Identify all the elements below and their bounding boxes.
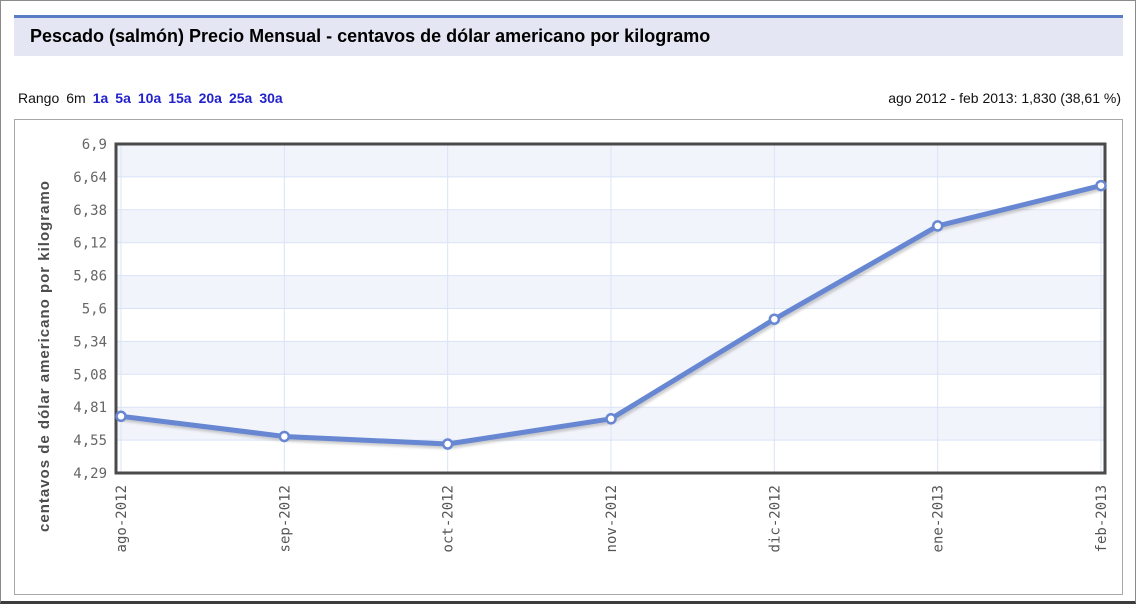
svg-text:ago-2012: ago-2012 xyxy=(114,485,130,552)
price-line-chart: 6,9 6,64 6,38 6,12 5,86 5,6 5,34 5,08 4,81 4,55 4,… xyxy=(36,137,1110,552)
svg-text:5,34: 5,34 xyxy=(73,334,107,350)
date-range-summary: ago 2012 - feb 2013: 1,830 (38,61 %) xyxy=(888,90,1121,106)
svg-text:6,9: 6,9 xyxy=(82,137,107,153)
svg-text:feb-2013: feb-2013 xyxy=(1094,485,1110,552)
data-point-feb-2013 xyxy=(1095,179,1107,192)
range-link-30a[interactable]: 30a xyxy=(259,90,283,106)
data-point-sep-2012 xyxy=(278,430,291,443)
range-toolbar: Rango 6m 1a 5a 10a 15a 20a 25a 30a ago 2012 - … xyxy=(18,87,1121,109)
range-label: Rango xyxy=(18,90,60,106)
svg-text:dic-2012: dic-2012 xyxy=(767,485,783,552)
svg-text:5,86: 5,86 xyxy=(73,269,107,285)
svg-text:4,29: 4,29 xyxy=(73,466,107,482)
data-point-nov-2012 xyxy=(605,413,617,425)
svg-text:ene-2013: ene-2013 xyxy=(931,485,947,552)
svg-text:sep-2012: sep-2012 xyxy=(277,485,293,552)
range-links: 1a 5a 10a 15a 20a 25a 30a xyxy=(93,90,283,106)
data-point-dic-2012 xyxy=(768,313,781,325)
range-selector: Rango 6m 1a 5a 10a 15a 20a 25a 30a xyxy=(18,90,283,106)
title-bar: Pescado (salmón) Precio Mensual - centav… xyxy=(14,15,1123,56)
svg-text:5,6: 5,6 xyxy=(82,302,107,318)
range-link-15a[interactable]: 15a xyxy=(168,90,192,106)
svg-text:4,81: 4,81 xyxy=(73,400,107,416)
data-point-ago-2012 xyxy=(115,410,127,423)
svg-text:4,55: 4,55 xyxy=(73,433,107,449)
svg-text:5,08: 5,08 xyxy=(73,367,107,383)
y-axis-labels: 6,9 6,64 6,38 6,12 5,86 5,6 5,34 5,08 4,81 4,55 4,… xyxy=(73,137,107,482)
range-link-25a[interactable]: 25a xyxy=(228,90,253,106)
y-axis-title: centavos de dólar americano por kilogram… xyxy=(36,180,53,532)
data-point-ene-2013 xyxy=(931,220,944,232)
svg-text:6,38: 6,38 xyxy=(73,203,107,219)
range-link-5a[interactable]: 5a xyxy=(115,90,131,106)
svg-text:nov-2012: nov-2012 xyxy=(604,485,620,552)
data-points xyxy=(115,179,1107,450)
range-link-20a[interactable]: 20a xyxy=(198,90,222,106)
plot-border xyxy=(114,142,1107,475)
svg-text:6,12: 6,12 xyxy=(73,236,107,252)
chart-container: 6,9 6,64 6,38 6,12 5,86 5,6 5,34 5,08 4,81 4,55 4,… xyxy=(14,119,1123,595)
range-link-1a[interactable]: 1a xyxy=(92,90,109,106)
x-axis-labels: ago-2012 sep-2012 oct-2012 nov-2012 dic-2012… xyxy=(114,485,1110,552)
range-current: 6m xyxy=(66,90,86,106)
data-point-oct-2012 xyxy=(441,438,454,450)
svg-text:6,64: 6,64 xyxy=(73,170,107,186)
range-link-10a[interactable]: 10a xyxy=(137,90,162,106)
svg-text:oct-2012: oct-2012 xyxy=(441,485,457,552)
page-title: Pescado (salmón) Precio Mensual - centav… xyxy=(30,26,711,46)
